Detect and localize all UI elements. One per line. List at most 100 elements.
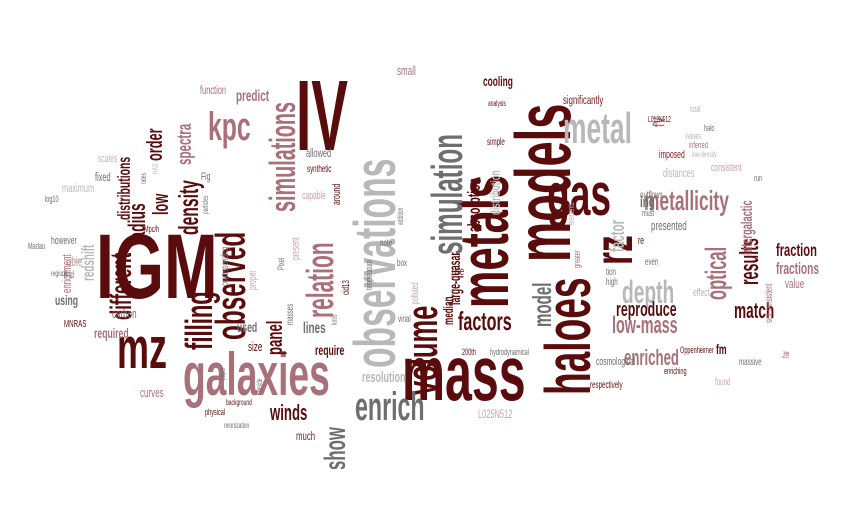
cloud-word: cosmological bbox=[596, 355, 635, 367]
cloud-word: lower bbox=[71, 257, 83, 265]
cloud-word: massive bbox=[739, 355, 762, 367]
cloud-word: cid13 bbox=[339, 280, 351, 295]
cloud-word: halo bbox=[704, 123, 715, 134]
cloud-word: lines bbox=[303, 319, 326, 337]
cloud-word: low-mass bbox=[612, 312, 678, 339]
cloud-word: enrichment bbox=[60, 254, 75, 293]
cloud-word: Pixel bbox=[276, 258, 287, 270]
cloud-word: corresponding bbox=[218, 247, 230, 286]
cloud-word: low bbox=[148, 193, 172, 215]
cloud-word: far bbox=[779, 351, 791, 358]
cloud-word: able bbox=[67, 255, 82, 269]
cloud-word: rz bbox=[583, 235, 644, 265]
cloud-word: show bbox=[319, 427, 352, 470]
cloud-word: simulations bbox=[264, 102, 304, 212]
cloud-word: filling bbox=[178, 291, 221, 350]
cloud-word: use bbox=[452, 265, 464, 278]
cloud-word: physical bbox=[205, 407, 225, 418]
cloud-word: required bbox=[94, 326, 129, 342]
cloud-word: metals bbox=[446, 175, 524, 308]
cloud-word: virial bbox=[398, 312, 411, 324]
cloud-word: self-consistent bbox=[762, 283, 774, 323]
cloud-word: spectra bbox=[174, 123, 196, 165]
cloud-word: L012N512 bbox=[648, 116, 671, 124]
cloud-word: require bbox=[315, 343, 345, 359]
cloud-word: observations bbox=[344, 159, 409, 368]
cloud-word: order bbox=[142, 128, 166, 161]
cloud-word: simulation bbox=[422, 134, 472, 255]
cloud-word: 200th bbox=[462, 347, 476, 358]
cloud-word: IV bbox=[296, 61, 348, 173]
cloud-word: around bbox=[330, 184, 342, 205]
cloud-word: high bbox=[606, 275, 618, 287]
cloud-word: distributions bbox=[115, 157, 135, 220]
cloud-word: function bbox=[200, 84, 226, 97]
cloud-word: enriched bbox=[624, 346, 679, 370]
cloud-word: note bbox=[380, 236, 392, 248]
cloud-word: masses bbox=[283, 304, 295, 325]
cloud-word: analysis bbox=[488, 100, 506, 108]
cloud-word: low-density bbox=[692, 151, 717, 159]
cloud-word: Mpc/h bbox=[144, 224, 159, 235]
cloud-word: ing bbox=[640, 193, 655, 211]
cloud-word: fV bbox=[650, 117, 668, 127]
cloud-word: background bbox=[226, 399, 252, 407]
cloud-word: Oppenheimer bbox=[680, 345, 714, 356]
cloud-word: factor bbox=[607, 219, 629, 252]
cloud-word: re bbox=[638, 234, 644, 246]
cloud-word: polluted bbox=[408, 282, 420, 304]
cloud-word: Madau bbox=[28, 241, 45, 252]
cloud-word: depth bbox=[622, 274, 674, 310]
cloud-word: imposed bbox=[659, 148, 685, 160]
cloud-word: outflows bbox=[640, 188, 663, 200]
cloud-word: metal bbox=[563, 103, 632, 153]
cloud-word: absorption bbox=[465, 178, 485, 232]
cloud-word: temperature bbox=[364, 260, 375, 290]
cloud-word: found bbox=[715, 375, 731, 387]
cloud-word: presented bbox=[651, 219, 687, 233]
cloud-word: reionization bbox=[224, 422, 250, 430]
cloud-word: resolution bbox=[362, 369, 405, 386]
cloud-word: optical bbox=[700, 247, 733, 300]
cloud-word: small bbox=[397, 64, 416, 78]
cloud-word: simple bbox=[487, 135, 505, 147]
cloud-word: size bbox=[248, 340, 262, 354]
cloud-word: proper bbox=[246, 270, 258, 290]
cloud-word: log10 bbox=[45, 194, 59, 205]
cloud-word: present bbox=[289, 237, 301, 260]
cloud-word: MNRAS bbox=[64, 317, 87, 329]
cloud-word: mz bbox=[117, 316, 167, 381]
cloud-word: fm bbox=[716, 342, 727, 358]
cloud-word: redshift bbox=[79, 245, 99, 281]
cloud-word: factors bbox=[458, 306, 512, 336]
cloud-word: fixed bbox=[95, 171, 111, 184]
cloud-word: even bbox=[645, 255, 659, 267]
cloud-word: tion bbox=[606, 265, 616, 277]
cloud-word: however bbox=[51, 234, 77, 246]
cloud-word: carbon bbox=[112, 307, 137, 321]
cloud-word: different bbox=[105, 253, 138, 320]
cloud-word: enrich bbox=[355, 383, 425, 428]
cloud-word: radius bbox=[124, 203, 151, 245]
cloud-word: models bbox=[499, 104, 587, 262]
cloud-word: effect bbox=[693, 286, 710, 298]
cloud-word: observed bbox=[208, 232, 254, 340]
cloud-word: model bbox=[528, 283, 557, 327]
cloud-word: match bbox=[734, 298, 774, 323]
cloud-word: values bbox=[685, 131, 701, 142]
cloud-word: Fig bbox=[201, 170, 210, 182]
cloud-word: HAS bbox=[152, 163, 160, 174]
cloud-word: intergalactic bbox=[737, 200, 755, 255]
cloud-word: distribution bbox=[489, 170, 504, 215]
cloud-word: particles bbox=[202, 195, 210, 214]
cloud-word: allowed bbox=[306, 147, 331, 160]
cloud-word: kpc bbox=[208, 105, 251, 149]
cloud-word: fraction bbox=[776, 240, 817, 260]
cloud-word: must bbox=[642, 208, 655, 219]
cloud-word: inferred bbox=[689, 140, 708, 151]
cloud-word: distances bbox=[663, 167, 694, 180]
cloud-word: addition bbox=[397, 207, 405, 225]
cloud-word: capable bbox=[302, 189, 326, 201]
cloud-word: IGM bbox=[96, 215, 218, 318]
